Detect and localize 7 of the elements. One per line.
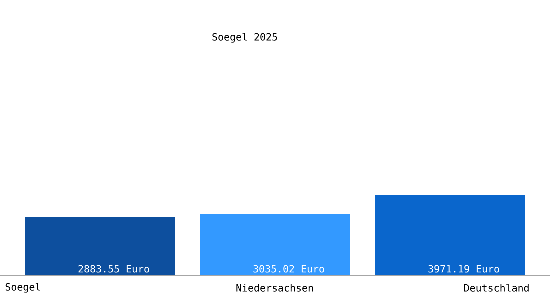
data-label: 3035.02 Euro xyxy=(254,265,324,273)
x-tick-label: Soegel xyxy=(6,283,40,293)
data-label: 2883.55 Euro xyxy=(78,265,150,273)
chart-title: Soegel 2025 xyxy=(212,33,278,43)
x-tick-label: Deutschland xyxy=(464,284,529,292)
x-tick-label: Niedersachsen xyxy=(236,284,314,292)
data-label: 3971.19 Euro xyxy=(428,265,500,273)
